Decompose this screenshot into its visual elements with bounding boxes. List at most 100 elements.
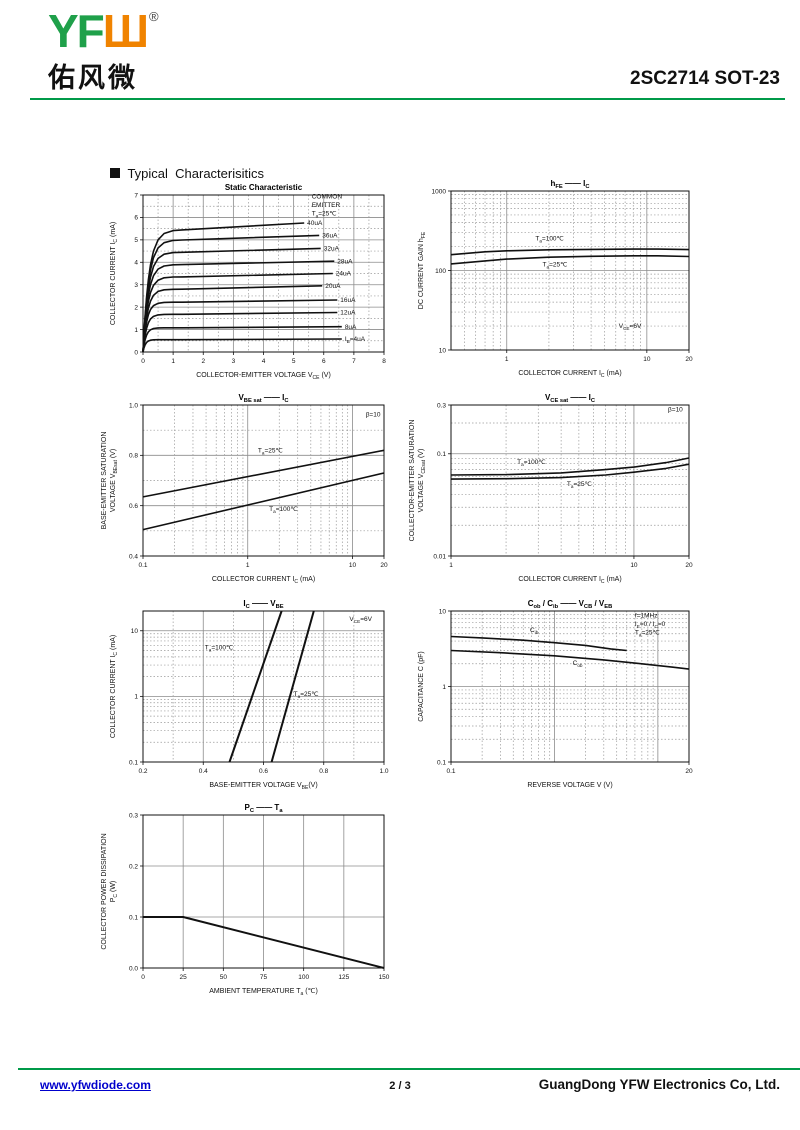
y-ticks: 0.4 0.6 0.8 1.0 bbox=[129, 402, 143, 560]
svg-text:0.4: 0.4 bbox=[199, 768, 208, 775]
svg-text:0.4: 0.4 bbox=[129, 553, 138, 560]
svg-text:0.6: 0.6 bbox=[129, 503, 138, 510]
series-ib-4uA bbox=[142, 338, 342, 353]
chart-title: Static Characteristic bbox=[225, 183, 303, 192]
svg-text:0.1: 0.1 bbox=[129, 914, 138, 921]
chart-canvas-pc-ta: 0 25 50 75 100 125 150 0.0 0.1 0.2 0.3 PC —— Ta AMBI… bbox=[101, 803, 390, 997]
series-ib-20uA bbox=[142, 285, 323, 353]
svg-text:6: 6 bbox=[134, 215, 138, 222]
x-axis-label: COLLECTOR-EMITTER VOLTAGE VCE (V) bbox=[196, 372, 331, 381]
svg-text:1: 1 bbox=[449, 562, 453, 569]
series-ta-25C bbox=[450, 463, 690, 480]
x-ticks: 0.2 0.4 0.6 0.8 1.0 bbox=[138, 762, 389, 775]
svg-text:0.3: 0.3 bbox=[437, 402, 446, 409]
series-label: 28uA bbox=[337, 258, 353, 265]
svg-text:2: 2 bbox=[134, 304, 138, 311]
chart-annotation: Ta=25℃ bbox=[312, 210, 338, 218]
svg-text:10: 10 bbox=[131, 628, 139, 635]
series-label: 40uA bbox=[307, 220, 323, 227]
chart-title: hFE —— IC bbox=[550, 179, 589, 190]
chart-static-characteristic: 0 1 2 3 4 5 6 7 8 0 1 2 3 4 5 6 7 40uA 36uA 32uA 28uA 24uA 20u… bbox=[95, 180, 400, 384]
chart-title: Cob / Cib —— VCB / VEB bbox=[528, 599, 613, 610]
yfw-logo: YFШ ® 佑风微 bbox=[48, 8, 159, 95]
svg-text:25: 25 bbox=[180, 974, 188, 981]
svg-text:1: 1 bbox=[246, 562, 250, 569]
chart-annotation: Ta=25℃ bbox=[635, 630, 661, 638]
svg-text:0.6: 0.6 bbox=[259, 768, 268, 775]
gridlines bbox=[451, 611, 689, 762]
series-ib-8uA bbox=[142, 325, 342, 353]
svg-text:1: 1 bbox=[134, 327, 138, 334]
svg-text:5: 5 bbox=[134, 237, 138, 244]
series-ta-25C bbox=[450, 255, 690, 265]
svg-text:7: 7 bbox=[352, 358, 356, 365]
series-ib-12uA bbox=[142, 311, 338, 353]
svg-text:10: 10 bbox=[643, 356, 651, 363]
svg-text:10: 10 bbox=[349, 562, 357, 569]
x-axis-label: AMBIENT TEMPERATURE Ta (℃) bbox=[209, 988, 318, 997]
chart-annotation: IE=0 / IC=0 bbox=[635, 621, 666, 629]
y-axis-label: BASE-EMITTER SATURATION bbox=[101, 432, 108, 530]
svg-text:20: 20 bbox=[380, 562, 388, 569]
y-ticks: 0.1 1 10 bbox=[437, 608, 451, 766]
x-ticks: 0.1 1 10 20 bbox=[138, 556, 388, 569]
chart-annotation: VCE=6V bbox=[619, 323, 642, 331]
plot-border bbox=[142, 404, 385, 557]
svg-text:100: 100 bbox=[298, 974, 309, 981]
y-ticks: 10 100 1000 bbox=[432, 188, 451, 354]
chart-canvas-vcesat-ic: 1 10 20 0.01 0.1 0.3 Ta=100℃ Ta=25℃ β=10 VCE sat … bbox=[409, 393, 693, 585]
chart-title: PC —— Ta bbox=[244, 803, 283, 814]
header-divider bbox=[30, 98, 785, 100]
gridlines bbox=[143, 815, 384, 968]
page-number: 2 / 3 bbox=[389, 1080, 411, 1092]
svg-text:0.2: 0.2 bbox=[138, 768, 147, 775]
svg-text:0.1: 0.1 bbox=[446, 768, 455, 775]
chart-annotation: VCE=6V bbox=[349, 616, 372, 624]
y-axis-label: VOLTAGE VCEsat (V) bbox=[418, 449, 427, 513]
svg-text:0.3: 0.3 bbox=[129, 812, 138, 819]
svg-text:1: 1 bbox=[171, 358, 175, 365]
chart-title: IC —— VBE bbox=[243, 599, 283, 610]
x-ticks: 0.1 20 bbox=[446, 762, 693, 775]
chart-annotation: f=1MHz bbox=[635, 613, 658, 620]
y-axis-label: VOLTAGE VBEsat (V) bbox=[110, 449, 119, 512]
section-title: Typical Characterisitics bbox=[127, 166, 264, 181]
plot-border bbox=[450, 404, 690, 557]
svg-text:10: 10 bbox=[439, 347, 447, 354]
gridlines bbox=[451, 191, 689, 350]
x-axis-label: BASE-EMITTER VOLTAGE VBE(V) bbox=[209, 782, 317, 791]
chart-cob-cib: 0.1 20 0.1 1 10 Cib Cob f=1MHz IE=0 / IC=0 Ta=25℃… bbox=[403, 596, 705, 794]
x-axis-label: REVERSE VOLTAGE V (V) bbox=[527, 782, 612, 789]
svg-text:0.2: 0.2 bbox=[129, 863, 138, 870]
series-label: 24uA bbox=[336, 271, 352, 278]
svg-text:4: 4 bbox=[262, 358, 266, 365]
series-ta-100C bbox=[142, 472, 385, 531]
series-label: 16uA bbox=[340, 297, 356, 304]
x-axis-label: COLLECTOR CURRENT IC (mA) bbox=[518, 370, 621, 379]
svg-text:1: 1 bbox=[442, 684, 446, 691]
series-label: 36uA bbox=[322, 233, 338, 240]
y-axis-label: CAPACITANCE C (pF) bbox=[418, 651, 425, 722]
svg-text:1.0: 1.0 bbox=[129, 402, 138, 409]
chart-canvas-ic-vbe: 0.2 0.4 0.6 0.8 1.0 0.1 1 10 Ta=100℃ Ta=25℃ VCE=6V… bbox=[110, 599, 389, 791]
svg-text:1.0: 1.0 bbox=[379, 768, 388, 775]
website-link[interactable]: www.yfwdiode.com bbox=[40, 1078, 151, 1092]
chart-title: VCE sat —— IC bbox=[545, 393, 595, 404]
series-ta-100C bbox=[228, 610, 283, 763]
svg-text:5: 5 bbox=[292, 358, 296, 365]
series-label: 12uA bbox=[340, 310, 356, 317]
svg-text:0: 0 bbox=[141, 974, 145, 981]
svg-text:0.1: 0.1 bbox=[138, 562, 147, 569]
svg-text:0: 0 bbox=[141, 358, 145, 365]
y-axis-label: COLLECTOR POWER DISSIPATION bbox=[101, 833, 108, 949]
series-ta-25C bbox=[270, 610, 315, 763]
chart-pc-ta: 0 25 50 75 100 125 150 0.0 0.1 0.2 0.3 PC —— Ta AMBI… bbox=[95, 800, 400, 1000]
y-axis-label: COLLECTOR CURRENT IC (mA) bbox=[110, 635, 119, 738]
series-label: Cib bbox=[530, 627, 539, 635]
chart-annotation: β=10 bbox=[366, 411, 381, 418]
chart-canvas-static-characteristic: 0 1 2 3 4 5 6 7 8 0 1 2 3 4 5 6 7 40uA 36uA 32uA 28uA 24uA 20u… bbox=[110, 183, 386, 381]
logo-text-w: Ш bbox=[102, 5, 149, 57]
